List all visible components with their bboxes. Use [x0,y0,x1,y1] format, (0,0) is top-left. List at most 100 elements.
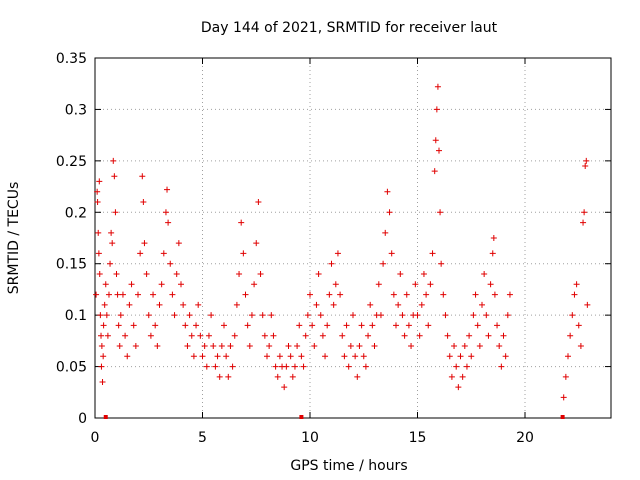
data-point [98,332,105,339]
data-point [322,353,329,360]
data-point [347,343,354,349]
data-point [261,332,268,339]
data-point [504,312,511,319]
y-tick-label: 0.2 [65,205,87,221]
data-point [294,343,301,349]
data-point [502,353,509,360]
data-point [375,281,382,288]
data-point [216,373,223,380]
data-point [371,343,378,349]
y-tick-label: 0.15 [56,257,87,273]
data-point [113,271,120,277]
data-point [197,332,204,339]
data-point [571,291,578,298]
data-point [114,291,121,298]
data-point [231,332,238,339]
data-point [393,322,399,329]
data-point [107,260,114,267]
grid-lines [95,58,611,418]
data-point [223,353,230,360]
y-axis-label: SRMTID / TECUs [6,182,22,295]
data-point [304,312,311,319]
data-point [119,291,126,298]
data-point [395,301,402,308]
data-point [434,83,441,90]
data-point [581,209,588,216]
data-point [94,199,101,205]
data-point [339,332,346,339]
data-point [173,271,180,277]
data-point [345,363,352,370]
data-point [117,312,124,319]
y-tick-label: 0.3 [65,102,87,118]
data-point [337,291,344,298]
data-point [110,157,117,164]
data-point [248,312,255,319]
data-point [95,250,102,257]
data-point [103,312,110,319]
data-point [429,250,436,257]
data-point [399,312,406,319]
data-point [365,332,372,339]
data-point [446,353,453,360]
data-point [128,281,135,288]
data-point [420,271,427,277]
data-point [470,312,477,319]
data-point [150,291,157,298]
data-point [436,147,442,154]
data-point [334,250,341,257]
data-point [414,312,421,319]
data-point [276,353,283,360]
data-point [425,322,432,329]
data-point [108,229,115,236]
data-point [583,157,590,164]
data-point [145,312,152,319]
data-point [388,250,395,257]
y-tick-label: 0.1 [65,308,87,324]
data-point [221,322,227,329]
data-point [300,363,307,370]
data-point [472,291,479,298]
data-point [94,188,101,195]
data-point [500,332,507,339]
data-point [100,353,107,360]
data-point [225,373,232,380]
data-point [274,373,281,380]
data-point [102,281,109,288]
data-point [575,322,582,329]
data-point [109,240,116,247]
data-point [491,291,498,298]
data-point [343,322,350,329]
data-point [135,291,141,298]
data-point [354,373,361,380]
data-point [489,250,496,257]
data-point [412,281,419,288]
data-point [403,291,410,298]
data-point [253,240,260,247]
data-point [382,229,389,236]
data-point [116,343,123,349]
data-point [324,322,331,329]
data-point [158,281,165,288]
data-point [95,229,102,236]
data-point [487,281,494,288]
data-point [199,353,206,360]
data-point [238,219,245,226]
data-point [307,291,313,298]
data-point [156,301,163,308]
data-point [386,209,393,216]
data-point [251,281,258,288]
data-point [126,301,133,308]
data-point [481,271,488,277]
gap-marker [560,415,565,419]
data-point [99,379,106,385]
data-point [180,301,187,308]
data-point [466,332,473,339]
data-point [352,353,359,360]
data-point [203,363,210,370]
data-point [100,322,107,329]
data-point [195,301,202,308]
data-point [264,353,270,360]
data-point [268,312,275,319]
